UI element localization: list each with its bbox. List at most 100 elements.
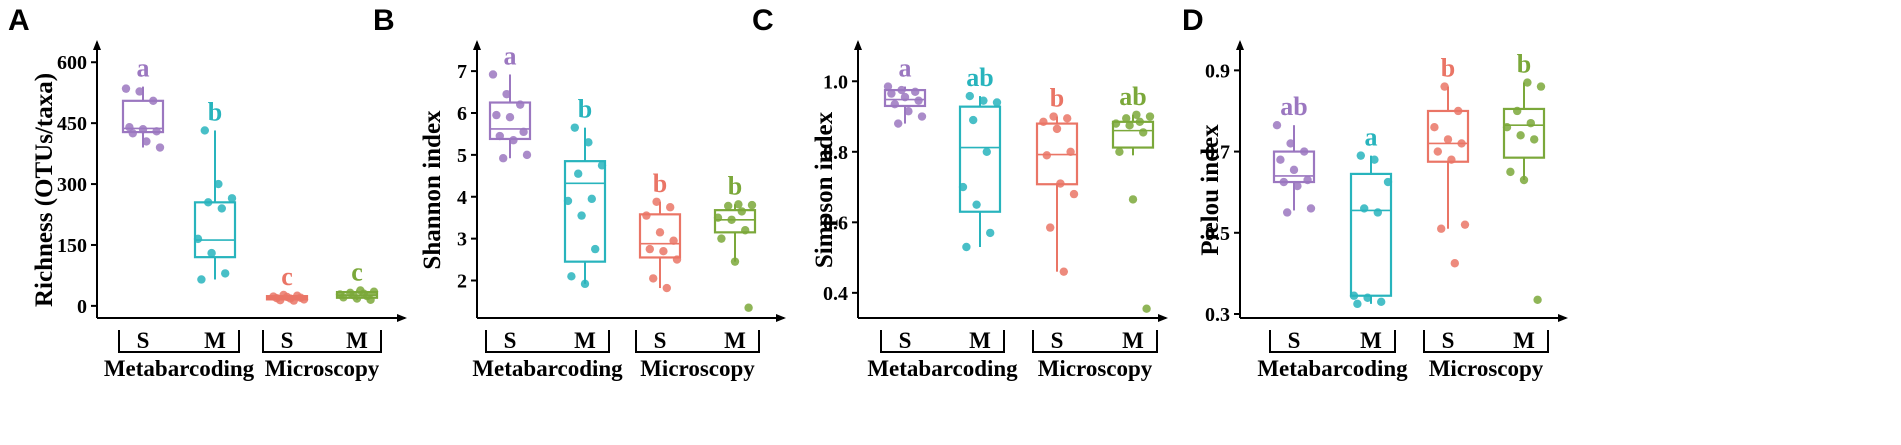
data-point — [1056, 179, 1065, 188]
data-point — [1276, 155, 1285, 164]
y-tick-label: 3 — [457, 229, 467, 251]
x-group-label: Metabarcoding — [104, 356, 255, 381]
y-axis-label: Richness (OTUs/taxa) — [31, 73, 58, 307]
y-tick-label: 2 — [457, 271, 467, 293]
box-metabarcoding-s: a — [121, 54, 165, 152]
data-point — [1440, 82, 1449, 91]
significance-letter: c — [351, 257, 363, 286]
data-point — [741, 226, 750, 235]
data-point — [1283, 208, 1292, 217]
data-point — [1454, 106, 1463, 116]
box-metabarcoding-m: ab — [958, 63, 1002, 252]
data-point — [717, 234, 726, 243]
data-point — [727, 215, 736, 224]
x-category-label: M — [969, 328, 991, 353]
data-point — [138, 125, 148, 134]
data-point — [577, 211, 586, 220]
data-point — [1526, 118, 1536, 128]
panel-b: B Shannon index 2 3 4 5 6 7 a b b b S M S M Metabarcodin… — [373, 4, 786, 381]
data-point — [570, 123, 579, 132]
y-tick-label: 300 — [57, 174, 87, 196]
data-point — [672, 255, 682, 264]
y-tick-label: 0.5 — [1205, 223, 1230, 245]
data-point — [1349, 291, 1359, 300]
data-point — [734, 200, 743, 209]
data-point — [1533, 295, 1542, 304]
data-point — [1049, 112, 1058, 121]
y-axis-arrow — [854, 40, 862, 50]
data-point — [642, 211, 651, 220]
data-point — [1516, 131, 1525, 140]
significance-letter: a — [137, 54, 150, 83]
x-category-label: S — [1051, 328, 1064, 353]
data-point — [890, 99, 899, 109]
group-bracket — [880, 330, 1005, 353]
group-bracket — [635, 330, 760, 353]
panel-letter: C — [752, 4, 774, 37]
y-axis-arrow — [93, 40, 101, 50]
data-point — [887, 89, 896, 98]
data-point — [1443, 135, 1453, 144]
data-point — [1377, 297, 1386, 307]
data-point — [1052, 124, 1062, 134]
data-point — [369, 287, 379, 296]
panel-letter: B — [373, 4, 395, 37]
x-axis-arrow — [1558, 314, 1568, 322]
data-point — [1353, 299, 1362, 309]
x-category-label: M — [1360, 328, 1382, 353]
data-point — [1430, 123, 1439, 132]
box-metabarcoding-m: b — [563, 95, 607, 289]
x-category-label: S — [654, 328, 667, 353]
data-point — [227, 194, 237, 203]
box-metabarcoding-s: ab — [1272, 92, 1316, 217]
data-point — [1069, 189, 1079, 199]
data-point — [1370, 155, 1379, 164]
data-point — [897, 85, 906, 95]
box-iqr — [563, 160, 607, 263]
data-point — [149, 96, 158, 106]
data-point — [1450, 259, 1460, 268]
data-point — [659, 246, 668, 256]
group-bracket — [118, 330, 240, 353]
data-point — [1115, 147, 1124, 156]
data-point — [986, 228, 995, 238]
y-tick-label: 450 — [57, 113, 87, 135]
data-point — [522, 150, 532, 160]
data-point — [584, 138, 593, 147]
data-point — [197, 275, 206, 284]
group-bracket — [1269, 330, 1396, 353]
data-point — [207, 248, 216, 258]
significance-letter: a — [899, 54, 912, 83]
data-point — [1356, 151, 1366, 160]
x-category-label: S — [504, 328, 517, 353]
data-point — [1111, 119, 1121, 128]
data-point — [1128, 195, 1138, 204]
data-point — [730, 257, 740, 266]
y-tick-label: 4 — [457, 187, 467, 209]
y-tick-label: 0.4 — [823, 283, 848, 305]
data-point — [217, 204, 226, 213]
data-point — [904, 107, 913, 116]
data-point — [1042, 151, 1052, 160]
x-group-label: Microscopy — [1038, 356, 1153, 381]
box-iqr — [958, 105, 1002, 213]
data-point — [1289, 165, 1299, 175]
data-point — [969, 115, 978, 125]
data-point — [289, 296, 298, 305]
box-microscopy-s: c — [265, 262, 309, 305]
y-axis-label: Simpson index — [811, 111, 838, 268]
data-point — [747, 200, 757, 210]
y-tick-label: 1.0 — [823, 71, 848, 93]
x-axis-arrow — [776, 314, 786, 322]
box-microscopy-m: ab — [1111, 82, 1155, 313]
data-point — [972, 200, 981, 209]
y-axis-label: Pielou index — [1197, 124, 1224, 256]
data-point — [911, 87, 920, 97]
y-tick-label: 0.8 — [823, 142, 848, 164]
data-point — [563, 196, 573, 206]
data-point — [193, 234, 203, 244]
data-point — [1513, 106, 1522, 116]
data-point — [495, 131, 504, 141]
x-group-label: Microscopy — [1429, 356, 1544, 381]
data-point — [1363, 293, 1372, 302]
